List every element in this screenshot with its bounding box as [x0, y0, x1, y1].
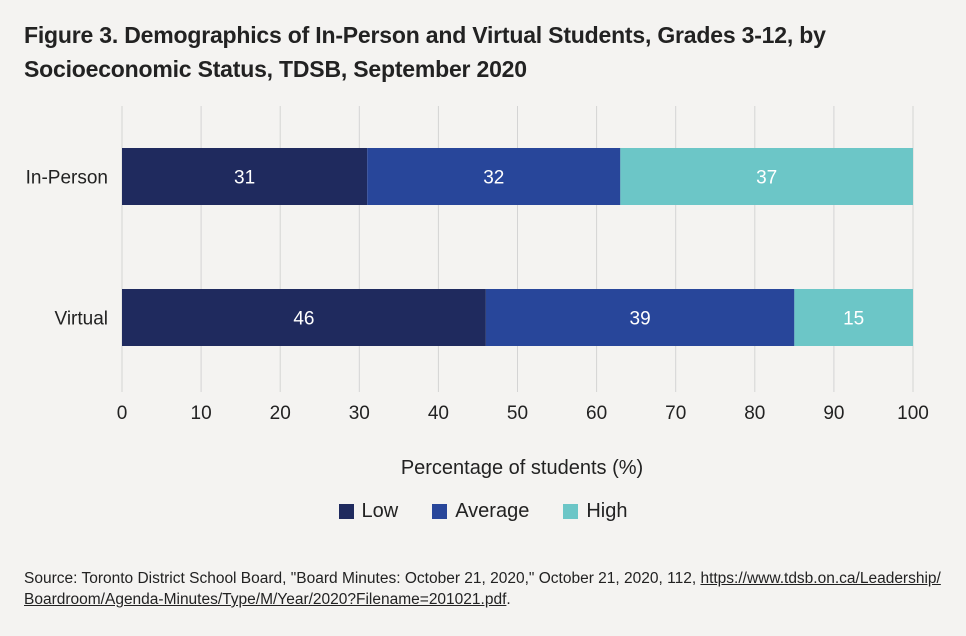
source-prefix: Source: Toronto District School Board, "… [24, 570, 701, 587]
legend-item-average: Average [432, 500, 529, 523]
category-label: In-Person [26, 168, 108, 189]
title-line-1: Figure 3. Demographics of In-Person and … [24, 22, 826, 48]
data-label: 46 [293, 309, 314, 330]
x-tick-label: 100 [897, 403, 929, 424]
x-tick-label: 50 [507, 403, 528, 424]
legend-item-high: High [563, 500, 627, 523]
category-label: Virtual [54, 309, 108, 330]
data-label: 15 [843, 309, 864, 330]
data-label: 37 [756, 168, 777, 189]
bar-segment-average [367, 148, 621, 205]
legend-swatch [432, 504, 448, 519]
source-link[interactable]: https://www.tdsb.on.ca/Leadership/Boardr… [24, 570, 941, 608]
bars: 31 32 37 46 39 15 [122, 148, 913, 346]
source-link-line-1: https://www.tdsb.on.ca/Leadership/ [700, 570, 941, 587]
bar-segment-high [620, 148, 913, 205]
bar-segment-low [122, 148, 368, 205]
x-tick-label: 0 [117, 403, 128, 424]
x-axis-label: Percentage of students (%) [401, 457, 643, 479]
legend-swatch [338, 504, 354, 519]
legend-label: Low [361, 500, 399, 522]
data-label: 32 [483, 168, 504, 189]
source-note: Source: Toronto District School Board, "… [24, 568, 944, 610]
legend-label: Average [455, 500, 530, 522]
title-line-2: Socioeconomic Status, TDSB, September 20… [24, 56, 527, 82]
legend-label: High [586, 500, 628, 522]
data-label: 31 [234, 168, 255, 189]
stacked-bar-chart: 31 32 37 46 39 15 In-Person Virtual 0 10 20 30 40 5… [26, 106, 929, 479]
chart-title: Figure 3. Demographics of In-Person and … [24, 18, 924, 86]
category-labels: In-Person Virtual [26, 168, 108, 330]
x-tick-label: 80 [744, 403, 765, 424]
source-link-line-2: Boardroom/Agenda-Minutes/Type/M/Year/202… [24, 591, 507, 608]
x-tick-label: 90 [823, 403, 844, 424]
source-suffix: . [506, 591, 511, 608]
x-tick-label: 60 [586, 403, 607, 424]
data-label: 39 [630, 309, 651, 330]
bar-segment-high [794, 289, 913, 346]
legend: Low Average High [0, 500, 966, 523]
bar-segment-low [122, 289, 486, 346]
x-tick-labels: 0 10 20 30 40 50 60 70 80 90 100 [117, 403, 929, 424]
x-tick-label: 40 [428, 403, 449, 424]
legend-swatch [563, 504, 579, 519]
bar-segment-average [485, 289, 795, 346]
x-tick-label: 30 [349, 403, 370, 424]
x-tick-label: 70 [665, 403, 686, 424]
x-tick-label: 20 [270, 403, 291, 424]
legend-item-low: Low [338, 500, 399, 523]
x-tick-label: 10 [191, 403, 212, 424]
